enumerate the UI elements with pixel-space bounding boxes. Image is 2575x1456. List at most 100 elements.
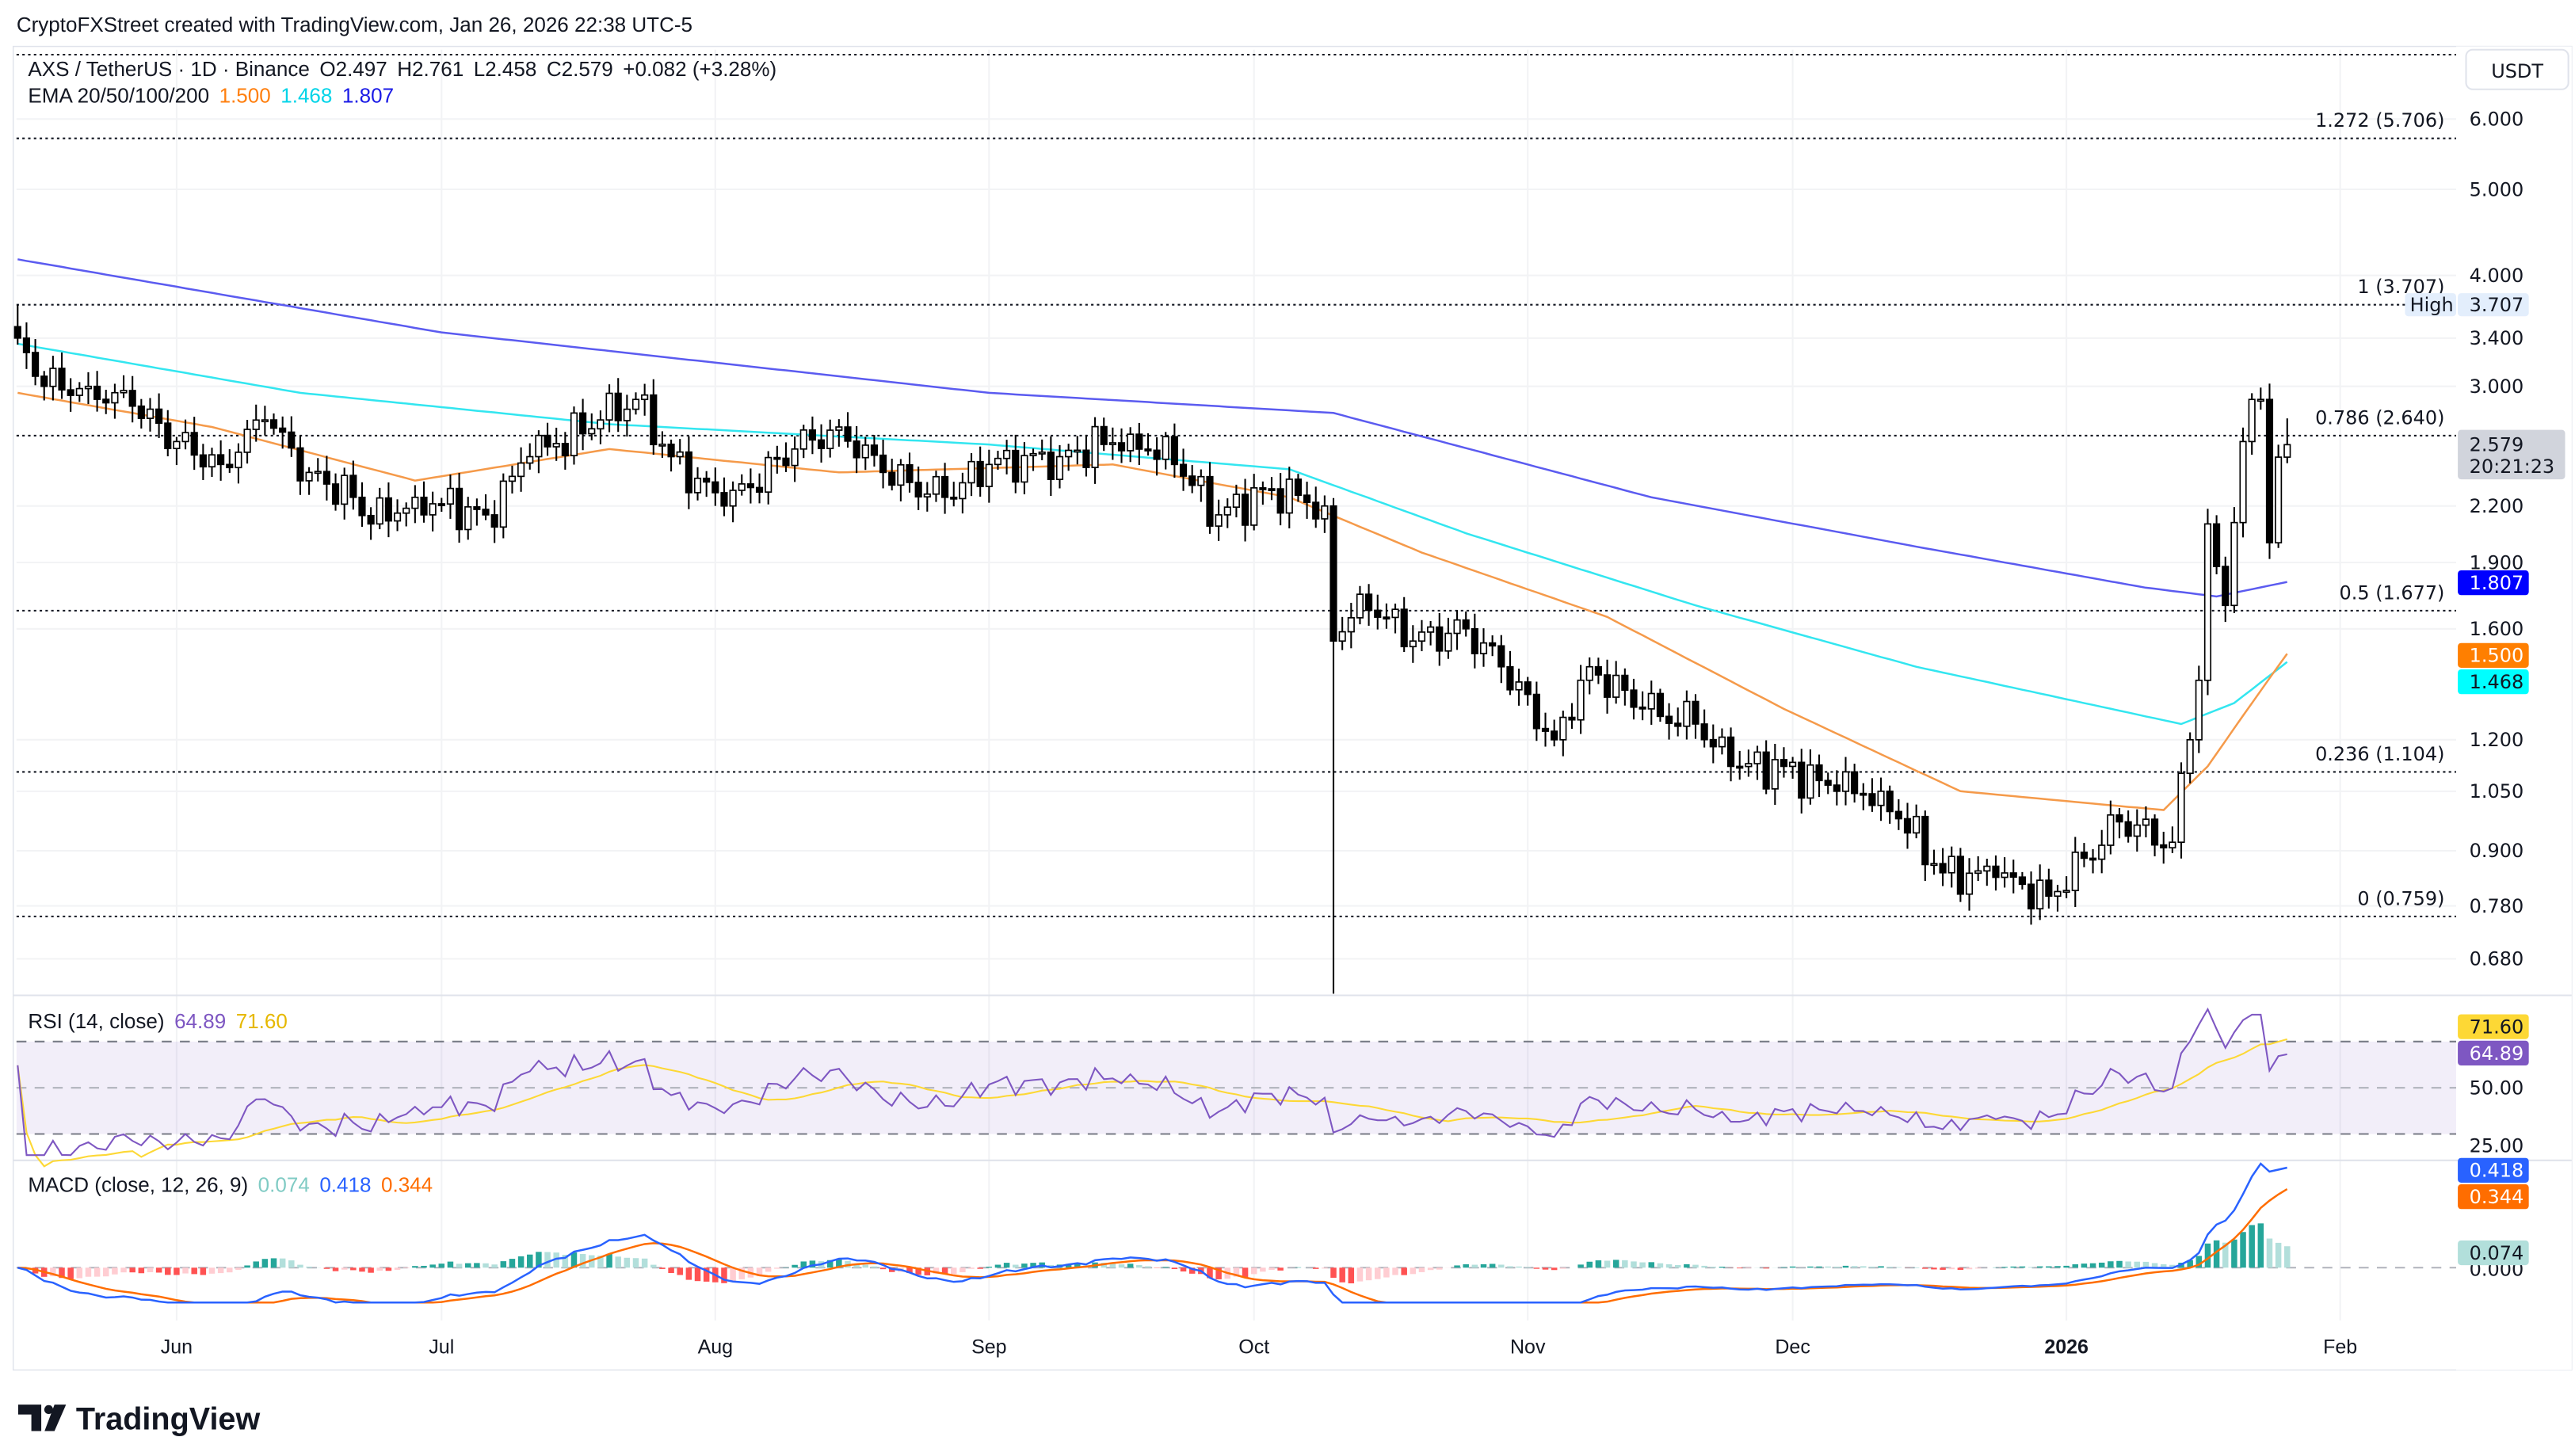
macd-histogram-bar [1507,1266,1513,1268]
macd-histogram-bar [941,1267,948,1275]
candle-down [685,451,692,494]
rsi-ma-value: 71.60 [236,1009,288,1033]
macd-histogram-bar [350,1267,357,1271]
candle-down [1594,665,1602,676]
currency-button[interactable]: USDT [2465,48,2569,90]
candle-up [446,487,455,505]
macd-histogram-bar [1401,1267,1407,1275]
macd-histogram-bar [1684,1264,1690,1268]
macd-histogram-bar [1109,1263,1116,1268]
candle-down [2089,857,2097,861]
candle-up [729,490,737,507]
macd-histogram-bar [632,1258,639,1268]
ema100-line [17,342,2288,726]
macd-line [17,1162,2287,1304]
candle-up [605,392,613,421]
candle-up [1074,449,1082,453]
candle-down [1603,674,1612,698]
candle-down [1294,478,1303,496]
candle-up [932,475,940,495]
candle-down [1532,693,1540,730]
candle-up [1841,771,1850,792]
macd-histogram-bar [968,1267,975,1269]
macd-histogram-bar [93,1267,101,1277]
candle-up [261,419,269,423]
candle-down [720,492,728,507]
candle-down [1815,764,1823,782]
macd-histogram-bar [1524,1267,1531,1268]
macd-histogram-bar [624,1257,631,1268]
price-tick: 3.400 [2470,327,2524,349]
candle-up [2107,814,2115,846]
candle-down [296,447,304,482]
candle-down [914,482,922,497]
candle-up [1003,449,1011,459]
time-tick: 2026 [2044,1336,2089,1359]
candle-up [402,507,410,514]
candle-up [49,368,57,387]
fib-label: 0.786 (2.640) [2315,406,2444,429]
candle-down [2080,852,2089,859]
candle-down [1833,784,1841,792]
candle-down [650,394,658,446]
tradingview-logo[interactable]: TradingView [17,1401,261,1436]
macd-histogram-bar [1463,1264,1469,1268]
macd-histogram-bar [1277,1267,1284,1271]
candle-down [1736,765,1744,769]
candle-down [22,337,31,353]
candle-up [1215,514,1223,527]
macd-legend[interactable]: MACD (close, 12, 26, 9) 0.074 0.418 0.344 [28,1172,433,1196]
price-tick: 1.600 [2470,618,2524,640]
time-axis[interactable]: Jun Jul Aug Sep Oct Nov Dec 2026 Feb [161,1336,2357,1359]
candle-up [835,426,843,431]
macd-histogram-bar [1418,1267,1425,1272]
candle-up [376,497,383,525]
candle-up [1250,487,1258,526]
candle-down [473,506,481,510]
candle-down [1568,716,1576,721]
candle-down [1383,616,1390,620]
candle-up [2283,444,2291,458]
macd-histogram-bar [677,1267,683,1275]
candle-up [508,475,517,482]
candle-up [693,477,702,494]
candle-down [1939,863,1947,874]
price-axis[interactable] [2456,46,2572,1370]
macd-histogram-bar [1118,1264,1125,1268]
fib-label: 1.272 (5.706) [2315,109,2444,131]
macd-histogram-bar [553,1252,559,1268]
macd-histogram-bar [200,1267,207,1275]
candle-up [2248,398,2256,443]
candle-up [1612,674,1620,698]
candle-down [667,444,675,458]
hist-tag: 0.074 [2470,1242,2524,1264]
macd-histogram-bar [447,1261,454,1268]
candle-up [1038,452,1046,455]
macd-histogram-bar [659,1267,666,1269]
candle-up [1232,494,1241,509]
macd-histogram-bar [1180,1267,1187,1272]
candle-up [1947,856,1955,874]
candle-up [1091,425,1099,468]
candle-down [1100,425,1108,445]
candle-down [950,496,958,500]
macd-histogram-bar [1207,1267,1213,1279]
macd-histogram-bar [67,1267,74,1279]
tradingview-logo-icon [17,1405,67,1431]
candle-down [1170,436,1178,466]
ema-legend[interactable]: EMA 20/50/100/200 1.500 1.468 1.807 [28,83,394,107]
symbol-legend[interactable]: AXS / TetherUS · 1D · Binance O2.497 H2.76… [28,57,776,81]
candle-up [1913,815,1921,834]
macd-histogram-bar [2098,1262,2105,1268]
price-tick: 0.680 [2470,948,2524,970]
fib-retracement[interactable]: 1.272 (5.706)1 (3.707)0.786 (2.640)0.5 (… [16,53,2456,917]
rsi-ma-line [17,1038,2287,1168]
candle-up [2001,872,2008,879]
rsi-legend[interactable]: RSI (14, close) 64.89 71.60 [28,1009,287,1033]
candle-down [1656,692,1664,718]
macd-histogram-bar [2046,1266,2052,1268]
macd-histogram-bar [174,1267,180,1275]
macd-histogram-bar [1427,1267,1434,1271]
candle-up [535,434,543,458]
